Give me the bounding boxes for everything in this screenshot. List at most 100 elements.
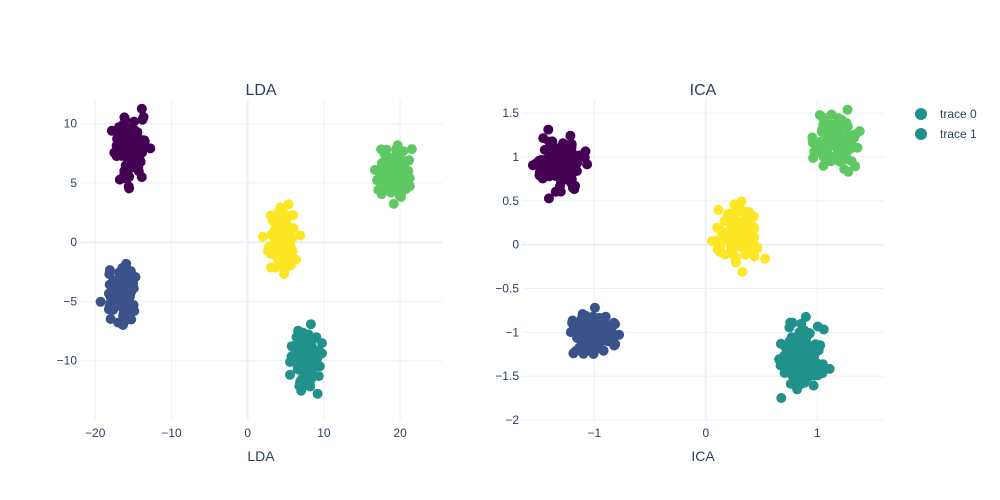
legend-marker-icon: [915, 108, 927, 120]
ica-point-cluster-0: [556, 142, 567, 153]
ica-point-cluster-0: [564, 158, 575, 169]
lda-point-cluster-4: [381, 164, 392, 175]
lda-y-tick-label: 10: [64, 117, 78, 131]
ica-point-cluster-2: [749, 232, 760, 243]
ica-point-cluster-0: [547, 140, 558, 151]
lda-point-cluster-4: [393, 171, 404, 182]
legend-item-trace-1[interactable]: trace 1: [915, 127, 977, 141]
ica-point-cluster-1: [588, 349, 599, 359]
ica-y-tick-label: 1: [512, 150, 519, 164]
ica-point-cluster-0: [569, 184, 580, 195]
lda-point-cluster-0: [139, 136, 150, 147]
ica-point-cluster-1: [565, 327, 576, 338]
lda-point-cluster-0: [137, 114, 148, 125]
lda-point-cluster-0: [119, 112, 130, 123]
ica-point-cluster-3: [824, 363, 835, 374]
lda-y-tick-label: 5: [70, 176, 77, 190]
ica-y-tick-label: 1.5: [502, 106, 519, 120]
lda-panel: −20 −10 0 10 20 −10 −5 0 5 10 LDA LDA: [57, 82, 442, 464]
ica-point-cluster-2: [725, 208, 736, 219]
ica-point-cluster-1: [589, 302, 600, 313]
ica-point-cluster-2: [749, 251, 760, 262]
lda-x-tick-label: 20: [393, 426, 407, 440]
lda-point-cluster-0: [118, 145, 128, 156]
ica-point-cluster-3: [795, 351, 806, 362]
lda-point-cluster-1: [128, 300, 139, 310]
ica-point-cluster-3: [800, 311, 811, 322]
lda-point-cluster-4: [391, 145, 402, 156]
ica-point-cluster-3: [784, 322, 795, 333]
ica-point-cluster-3: [794, 327, 805, 338]
ica-point-cluster-4: [820, 129, 831, 140]
lda-point-cluster-3: [317, 338, 327, 349]
ica-point-cluster-1: [610, 339, 621, 350]
lda-point-cluster-3: [309, 345, 320, 356]
lda-y-tick-label: 0: [70, 235, 77, 249]
ica-y-tick-label: 0: [512, 238, 519, 252]
lda-point-cluster-0: [121, 122, 132, 133]
ica-point-cluster-4: [842, 121, 853, 132]
ica-point-cluster-0: [561, 173, 572, 184]
ica-ticks: −1 0 1 −2 −1.5 −1 −0.5 0 0.5 1 1.5: [495, 106, 821, 440]
ica-point-cluster-3: [804, 328, 814, 338]
lda-point-cluster-0: [114, 174, 125, 185]
lda-point-cluster-2: [257, 231, 268, 242]
lda-point-cluster-3: [312, 388, 323, 399]
ica-point-cluster-2: [736, 196, 747, 207]
legend-item-trace-0[interactable]: trace 0: [915, 107, 977, 121]
lda-point-cluster-0: [106, 125, 117, 136]
lda-point-cluster-1: [105, 314, 116, 324]
lda-x-tick-label: 0: [244, 426, 251, 440]
ica-point-cluster-4: [826, 154, 837, 165]
ica-point-cluster-2: [736, 205, 747, 215]
ica-points: [527, 104, 865, 403]
lda-point-cluster-3: [302, 331, 313, 342]
lda-y-tick-label: −10: [57, 354, 78, 368]
ica-point-cluster-2: [712, 222, 723, 233]
lda-point-cluster-0: [132, 127, 143, 138]
lda-point-cluster-2: [275, 211, 286, 222]
ica-point-cluster-3: [787, 370, 798, 381]
ica-point-cluster-0: [550, 186, 561, 197]
lda-point-cluster-2: [279, 269, 290, 279]
ica-point-cluster-2: [737, 266, 748, 277]
lda-point-cluster-0: [123, 181, 134, 192]
lda-point-cluster-2: [277, 228, 288, 239]
lda-x-tick-label: −20: [85, 426, 106, 440]
lda-point-cluster-3: [305, 319, 316, 330]
lda-point-cluster-1: [115, 268, 126, 279]
ica-point-cluster-3: [803, 359, 814, 370]
lda-point-cluster-1: [122, 290, 133, 301]
lda-x-tick-label: 10: [317, 426, 331, 440]
ica-point-cluster-3: [812, 321, 823, 332]
lda-point-cluster-2: [275, 202, 286, 213]
ica-y-tick-label: 0.5: [502, 194, 519, 208]
ica-point-cluster-3: [816, 359, 827, 370]
ica-point-cluster-2: [729, 234, 740, 244]
ica-panel: −1 0 1 −2 −1.5 −1 −0.5 0 0.5 1 1.5 ICA ICA: [495, 82, 884, 464]
ica-point-cluster-3: [775, 360, 786, 371]
ica-point-cluster-4: [815, 145, 826, 156]
legend-label-trace-1: trace 1: [940, 127, 977, 141]
lda-x-axis-title: LDA: [247, 448, 275, 464]
lda-point-cluster-0: [115, 133, 126, 144]
ica-point-cluster-4: [814, 110, 825, 120]
ica-point-cluster-3: [796, 336, 807, 347]
ica-point-cluster-2: [734, 226, 745, 237]
ica-point-cluster-4: [837, 140, 848, 151]
legend-marker-icon: [915, 128, 927, 140]
lda-point-cluster-2: [271, 262, 281, 273]
lda-point-cluster-1: [106, 281, 117, 292]
legend-label-trace-0: trace 0: [940, 107, 977, 121]
lda-point-cluster-2: [262, 246, 273, 257]
ica-point-cluster-0: [582, 159, 593, 170]
ica-point-cluster-2: [740, 249, 750, 260]
lda-y-tick-label: −5: [63, 294, 77, 308]
lda-points: [95, 103, 417, 399]
ica-point-cluster-2: [713, 204, 724, 215]
ica-subplot-title: ICA: [690, 82, 717, 99]
lda-x-tick-label: −10: [161, 426, 182, 440]
ica-point-cluster-3: [808, 380, 819, 391]
lda-point-cluster-0: [129, 156, 140, 167]
lda-point-cluster-0: [145, 143, 156, 154]
